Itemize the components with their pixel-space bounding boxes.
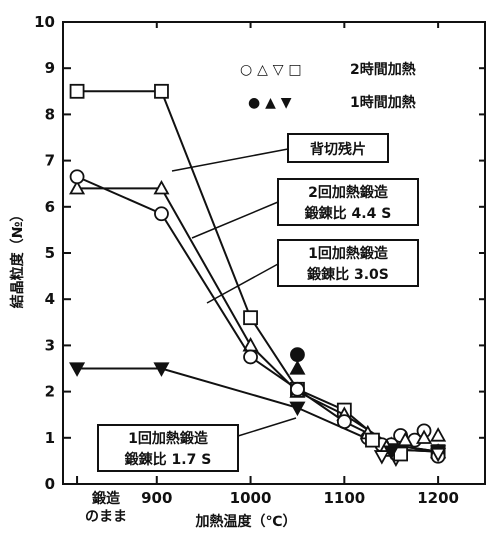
legend-markers-1h: ● ▲ ▼ — [248, 95, 292, 111]
y-tick-label: 1 — [45, 429, 55, 447]
callout-text: 2回加熱鍛造 — [308, 184, 388, 201]
callout-text: 鍛錬比 3.0S — [307, 266, 389, 283]
leader-line — [206, 263, 279, 304]
triangle-down-marker — [383, 445, 400, 461]
callout-box — [97, 424, 239, 472]
y-tick-label: 8 — [45, 105, 55, 123]
callout-text: 1回加熱鍛造 — [128, 430, 208, 447]
x-tick-label: 900 — [141, 489, 172, 507]
callout-4: 1回加熱鍛造 鍛錬比 1.7 S — [97, 424, 239, 472]
leader-line — [237, 417, 297, 437]
callout-text: 鍛錬比 4.4 S — [305, 205, 392, 222]
y-axis-title: 結晶粒度（№） — [9, 208, 26, 309]
triangle-marker — [416, 429, 433, 444]
legend-text-1h: 1時間加熱 — [350, 94, 416, 111]
y-tick-label: 2 — [45, 383, 55, 401]
triangle-marker — [430, 427, 447, 442]
triangle-down-marker — [289, 401, 306, 417]
square-marker — [365, 432, 380, 448]
y-tick-label: 0 — [45, 475, 55, 493]
callout-text: 1回加熱鍛造 — [308, 245, 388, 262]
callout-text: 背切残片 — [310, 141, 366, 158]
circle-marker — [290, 381, 305, 397]
x-tick-label: 1000 — [230, 489, 272, 507]
triangle-marker — [397, 431, 414, 447]
circle-marker — [69, 169, 85, 185]
square-marker — [69, 83, 85, 99]
callout-box — [287, 133, 389, 163]
triangle-down-marker — [153, 362, 170, 377]
ticks: 0 1 2 3 4 5 6 7 8 9 10 1000 1100 1200 900 — [34, 13, 485, 507]
callout-1: 背切残片 — [287, 133, 389, 163]
square-marker — [154, 83, 169, 99]
callout-text: 鍛錬比 1.7 S — [125, 451, 212, 468]
circle-marker — [243, 349, 258, 365]
y-tick-label: 10 — [34, 13, 55, 31]
circle-marker — [290, 347, 305, 363]
legend: ○ △ ▽ □ 2時間加熱 ● ▲ ▼ 1時間加熱 — [240, 61, 416, 111]
leader-line — [191, 201, 279, 239]
callout-box — [277, 178, 419, 226]
triangle-down-marker — [373, 450, 390, 465]
callout-3: 1回加熱鍛造 鍛錬比 3.0S — [277, 239, 419, 287]
x-forged-label-line1: 鍛造 — [92, 490, 120, 507]
triangle-marker — [289, 360, 306, 375]
callout-2: 2回加熱鍛造 鍛錬比 4.4 S — [277, 178, 419, 226]
triangle-marker — [69, 179, 86, 195]
x-tick-label: 1200 — [417, 489, 459, 507]
square-marker — [243, 310, 258, 326]
triangle-down-marker — [430, 447, 447, 463]
y-tick-label: 5 — [45, 244, 55, 262]
triangle-marker — [153, 179, 170, 195]
x-axis-title: 加熱温度（℃） — [195, 513, 297, 530]
legend-markers-2h: ○ △ ▽ □ — [240, 62, 302, 78]
y-tick-label: 4 — [45, 290, 55, 308]
circle-marker — [154, 206, 169, 222]
legend-text-2h: 2時間加熱 — [350, 61, 416, 78]
y-tick-label: 6 — [45, 198, 55, 216]
y-tick-label: 9 — [45, 59, 55, 77]
x-forged-label-line2: のまま — [85, 509, 127, 525]
y-tick-label: 3 — [45, 336, 55, 354]
y-tick-label: 7 — [45, 152, 55, 170]
triangle-down-marker — [69, 362, 86, 377]
points-layer — [289, 347, 447, 467]
callout-box — [277, 239, 419, 287]
x-tick-label: 1100 — [323, 489, 365, 507]
